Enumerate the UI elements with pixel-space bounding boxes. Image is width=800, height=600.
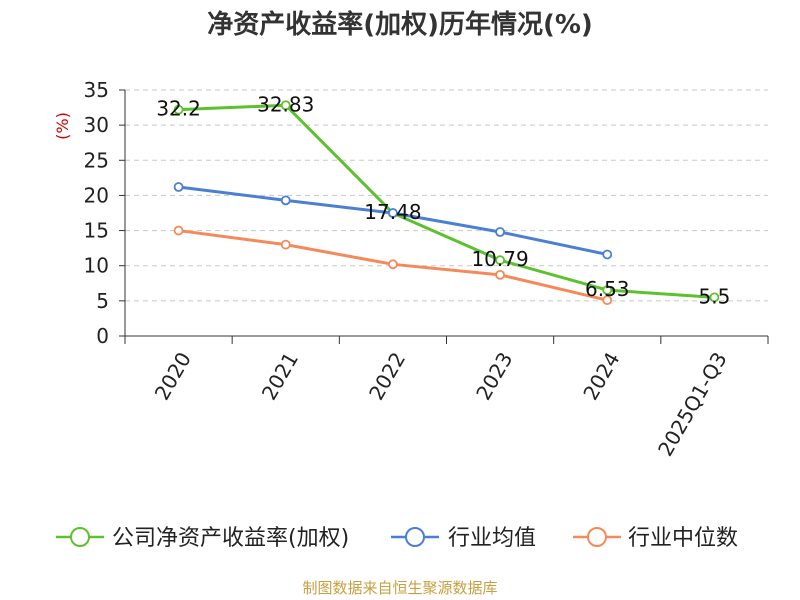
legend-marker-0: [70, 527, 90, 547]
series-1-point-2023[interactable]: [495, 227, 505, 237]
y-tick-label-35: 35: [84, 78, 109, 102]
data-label-2021: 32.83: [257, 92, 314, 116]
series-2: [173, 225, 613, 306]
footer-source: 制图数据来自恒生聚源数据库: [302, 579, 497, 597]
series-0-point-2025Q1-Q3[interactable]: [709, 292, 720, 303]
legend[interactable]: 公司净资产收益率(加权) 行业均值 行业中位数: [56, 526, 738, 551]
legend-marker-1: [405, 527, 425, 547]
series-1-point-2024[interactable]: [602, 249, 613, 260]
series-1: [173, 182, 613, 260]
data-label-2024: 6.53: [585, 277, 630, 301]
series-0: [173, 100, 720, 303]
y-ticks: 0 5 10 15 20 25 30 35: [84, 78, 125, 348]
legend-item-2[interactable]: 行业中位数: [573, 526, 738, 551]
legend-label-1: 行业均值: [448, 526, 536, 551]
x-ticks: 2020 2021 2022 2023 2024 2025Q1-Q3: [124, 336, 769, 460]
series-0-point-2023[interactable]: [495, 255, 505, 266]
x-tick-label-2021: 2021: [257, 348, 303, 404]
series-2-point-2020[interactable]: [173, 225, 184, 236]
chart-title: 净资产收益率(加权)历年情况(%): [207, 9, 593, 40]
series-line-0: [178, 103, 715, 299]
data-labels: 32.2 32.83 17.48 10.79 6.53 5.5: [156, 92, 730, 308]
data-label-2022: 17.48: [364, 200, 421, 224]
y-tick-label-25: 25: [84, 148, 109, 172]
series-0-point-2020[interactable]: [173, 104, 184, 115]
series-2-point-2023[interactable]: [495, 269, 505, 280]
data-label-2023: 10.79: [471, 247, 528, 271]
data-label-2025Q1-Q3: 5.5: [699, 284, 731, 308]
series-2-point-2022[interactable]: [388, 259, 398, 270]
legend-item-1[interactable]: 行业均值: [391, 526, 536, 551]
x-tick-label-2022: 2022: [364, 348, 410, 404]
legend-marker-2: [587, 527, 607, 547]
legend-item-0[interactable]: 公司净资产收益率(加权): [56, 526, 349, 551]
x-tick-label-2020: 2020: [150, 348, 196, 404]
series-0-point-2021[interactable]: [280, 100, 291, 111]
y-axis-label: (%): [53, 112, 72, 140]
legend-label-0: 公司净资产收益率(加权): [112, 526, 349, 551]
series-1-point-2021[interactable]: [280, 195, 291, 206]
gridlines: [125, 89, 768, 302]
data-label-2020: 32.2: [156, 97, 201, 121]
x-tick-label-2025Q1-Q3: 2025Q1-Q3: [653, 348, 732, 460]
y-tick-label-10: 10: [84, 254, 109, 278]
series-group: [173, 100, 720, 306]
series-0-point-2024[interactable]: [602, 285, 613, 296]
y-tick-label-30: 30: [84, 113, 109, 137]
series-1-point-2020[interactable]: [173, 182, 184, 192]
x-tick-label-2023: 2023: [471, 348, 517, 404]
axes: [124, 90, 768, 337]
y-tick-label-20: 20: [84, 183, 109, 207]
y-tick-label-0: 0: [96, 324, 109, 348]
series-2-point-2024[interactable]: [602, 295, 613, 306]
x-tick-label-2024: 2024: [578, 348, 624, 404]
series-1-point-2022[interactable]: [388, 208, 398, 218]
legend-label-2: 行业中位数: [628, 526, 738, 551]
y-tick-label-15: 15: [84, 219, 109, 243]
series-2-point-2021[interactable]: [280, 239, 291, 250]
y-tick-label-5: 5: [96, 289, 109, 313]
